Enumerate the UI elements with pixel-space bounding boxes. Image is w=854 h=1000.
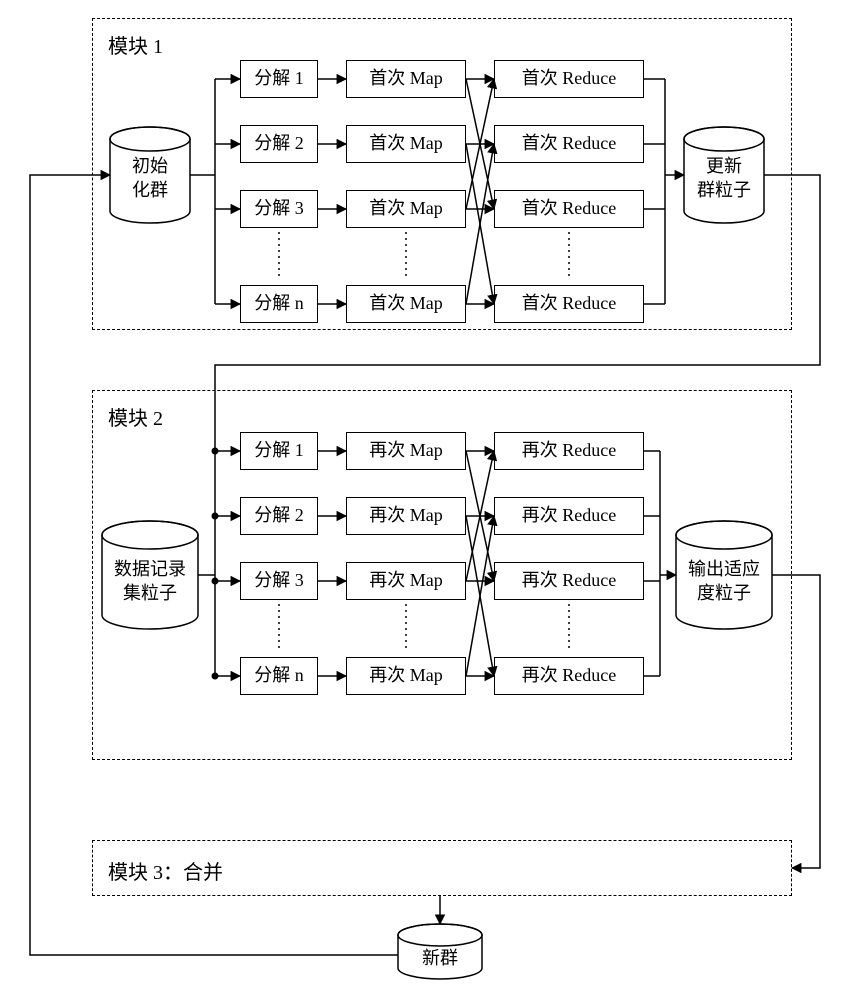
m2-decompose-3: 分解 3: [240, 562, 318, 600]
m2-decompose-n: 分解 n: [240, 657, 318, 695]
m1-reduce-3: 首次 Reduce: [494, 190, 644, 228]
m2-map-1: 再次 Map: [346, 432, 466, 470]
m1-decompose-n: 分解 n: [240, 285, 318, 323]
m2-reduce-3: 再次 Reduce: [494, 562, 644, 600]
cylinder-new: [398, 924, 482, 979]
m2-decompose-2: 分解 2: [240, 497, 318, 535]
m1-reduce-1: 首次 Reduce: [494, 60, 644, 98]
m1-map-1: 首次 Map: [346, 60, 466, 98]
m1-map-n: 首次 Map: [346, 285, 466, 323]
m2-reduce-n: 再次 Reduce: [494, 657, 644, 695]
module-3-label: 模块 3：合并: [108, 856, 223, 885]
m2-map-3: 再次 Map: [346, 562, 466, 600]
m1-map-2: 首次 Map: [346, 125, 466, 163]
m1-map-3: 首次 Map: [346, 190, 466, 228]
m1-decompose-2: 分解 2: [240, 125, 318, 163]
m2-reduce-2: 再次 Reduce: [494, 497, 644, 535]
m1-reduce-n: 首次 Reduce: [494, 285, 644, 323]
m2-decompose-1: 分解 1: [240, 432, 318, 470]
m2-map-n: 再次 Map: [346, 657, 466, 695]
module-2-label: 模块 2: [108, 402, 163, 431]
m2-reduce-1: 再次 Reduce: [494, 432, 644, 470]
m1-decompose-1: 分解 1: [240, 60, 318, 98]
m2-map-2: 再次 Map: [346, 497, 466, 535]
m1-decompose-3: 分解 3: [240, 190, 318, 228]
module-1-label: 模块 1: [108, 30, 163, 59]
m1-reduce-2: 首次 Reduce: [494, 125, 644, 163]
cylinder-new-label: 新群: [422, 948, 458, 968]
